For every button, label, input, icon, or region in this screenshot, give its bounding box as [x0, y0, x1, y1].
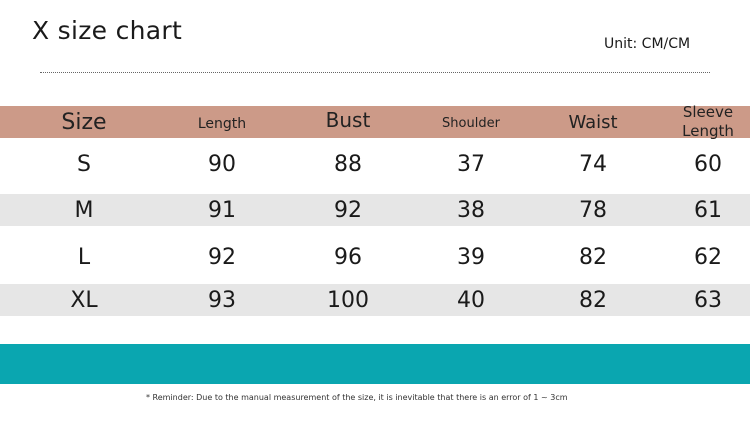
- cell-sleeve-length: 60: [694, 151, 722, 177]
- cell-length: 92: [208, 244, 236, 270]
- table-row: L 92 96 39 82 62: [0, 241, 750, 273]
- header-bust: Bust: [325, 108, 371, 132]
- table-header: Size Length Bust Shoulder Waist Sleeve L…: [0, 103, 750, 140]
- cell-sleeve-length: 62: [694, 244, 722, 270]
- cell-shoulder: 40: [457, 287, 485, 313]
- cell-size: M: [74, 197, 94, 223]
- cell-size: L: [77, 244, 91, 270]
- cell-size: XL: [70, 287, 98, 313]
- header-size: Size: [61, 109, 107, 135]
- cell-shoulder: 37: [457, 151, 485, 177]
- cell-waist: 78: [579, 197, 607, 223]
- cell-length: 93: [208, 287, 236, 313]
- cell-bust: 100: [327, 287, 369, 313]
- cell-sleeve-length: 63: [694, 287, 722, 313]
- table-row: M 91 92 38 78 61: [0, 194, 750, 226]
- header-sleeve-length: Sleeve Length: [682, 103, 734, 140]
- table-row: XL 93 100 40 82 63: [0, 284, 750, 316]
- table-row: S 90 88 37 74 60: [0, 148, 750, 180]
- cell-waist: 82: [579, 244, 607, 270]
- header-waist: Waist: [568, 111, 618, 133]
- cell-shoulder: 38: [457, 197, 485, 223]
- cell-waist: 74: [579, 151, 607, 177]
- unit-label: Unit: CM/CM: [604, 36, 691, 52]
- cell-length: 90: [208, 151, 236, 177]
- cell-bust: 96: [334, 244, 362, 270]
- cell-shoulder: 39: [457, 244, 485, 270]
- dotted-divider: [40, 72, 710, 73]
- cell-length: 91: [208, 197, 236, 223]
- header-shoulder: Shoulder: [442, 115, 500, 131]
- cell-sleeve-length: 61: [694, 197, 722, 223]
- header-length: Length: [197, 116, 247, 132]
- footer-color-band: [0, 344, 750, 384]
- chart-title: X size chart: [32, 16, 183, 45]
- cell-size: S: [77, 151, 91, 177]
- cell-bust: 92: [334, 197, 362, 223]
- measurement-reminder: * Reminder: Due to the manual measuremen…: [146, 393, 568, 402]
- cell-waist: 82: [579, 287, 607, 313]
- cell-bust: 88: [334, 151, 362, 177]
